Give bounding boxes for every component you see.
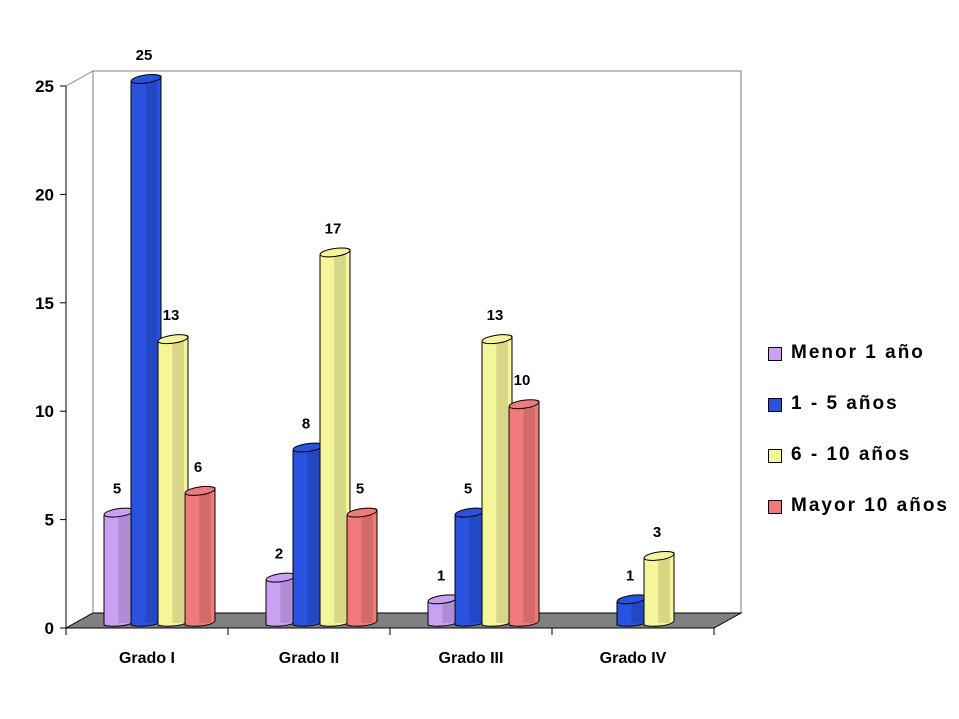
bar xyxy=(427,594,459,627)
y-tick-label: 15 xyxy=(35,294,54,313)
x-tick-label: Grado IV xyxy=(600,650,667,667)
bar xyxy=(346,507,378,627)
bar xyxy=(130,74,162,627)
data-label: 13 xyxy=(487,307,504,324)
data-label: 5 xyxy=(113,481,121,498)
data-label: 5 xyxy=(356,481,364,498)
legend-label: 6 - 10 años xyxy=(791,444,912,465)
bar xyxy=(481,334,513,627)
data-label: 1 xyxy=(437,567,445,584)
data-label: 10 xyxy=(514,372,531,389)
bar xyxy=(265,572,297,627)
bars-layer xyxy=(103,74,675,627)
bar xyxy=(508,399,540,627)
bar xyxy=(643,550,675,627)
y-tick-label: 5 xyxy=(45,511,54,530)
x-tick-label: Grado II xyxy=(279,650,339,667)
legend-swatch xyxy=(768,347,782,361)
legend-item: 1 - 5 años xyxy=(768,391,958,416)
y-tick-label: 10 xyxy=(35,402,54,421)
data-label: 5 xyxy=(464,481,472,498)
bar xyxy=(157,334,189,627)
legend-item: Menor 1 año xyxy=(768,340,958,365)
x-tick-label: Grado III xyxy=(439,650,504,667)
legend-label: 1 - 5 años xyxy=(791,393,899,414)
legend-swatch xyxy=(768,500,782,514)
data-label: 8 xyxy=(302,416,310,433)
side-wall xyxy=(65,70,94,629)
bar xyxy=(319,247,351,627)
data-label: 1 xyxy=(626,567,634,584)
bar xyxy=(292,442,324,627)
bar xyxy=(454,507,486,627)
x-axis: Grado I Grado II Grado III Grado IV xyxy=(65,627,715,667)
bar xyxy=(616,594,648,627)
bar xyxy=(184,485,216,627)
data-label: 17 xyxy=(325,220,342,237)
data-label: 2 xyxy=(275,546,283,563)
y-axis: 0 5 10 15 20 25 xyxy=(35,77,67,638)
legend-item: Mayor 10 años xyxy=(768,493,958,518)
y-tick-label: 0 xyxy=(45,619,54,638)
data-label: 6 xyxy=(194,459,202,476)
legend-label: Mayor 10 años xyxy=(791,495,949,516)
legend: Menor 1 año 1 - 5 años 6 - 10 años Mayor… xyxy=(768,340,958,544)
y-tick-label: 20 xyxy=(35,185,54,204)
legend-swatch xyxy=(768,398,782,412)
legend-item: 6 - 10 años xyxy=(768,442,958,467)
data-label: 13 xyxy=(163,307,180,324)
x-tick-label: Grado I xyxy=(119,650,175,667)
data-label: 3 xyxy=(653,524,661,541)
bar xyxy=(103,507,135,627)
legend-swatch xyxy=(768,449,782,463)
y-tick-label: 25 xyxy=(35,77,54,96)
legend-label: Menor 1 año xyxy=(791,342,925,363)
data-label: 25 xyxy=(136,47,153,64)
